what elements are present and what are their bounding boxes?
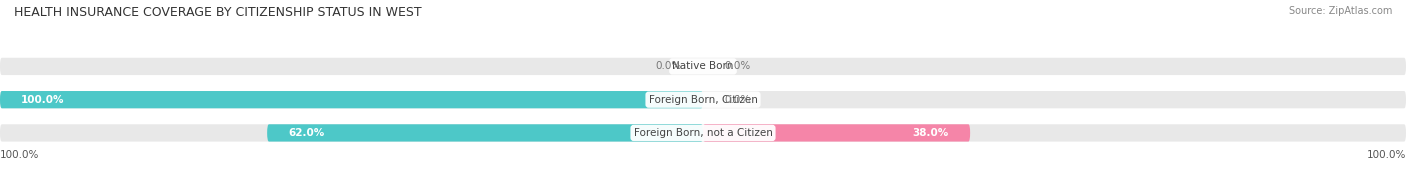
- FancyBboxPatch shape: [0, 91, 1406, 108]
- Text: 100.0%: 100.0%: [1367, 150, 1406, 160]
- Text: Native Born: Native Born: [672, 61, 734, 71]
- FancyBboxPatch shape: [267, 124, 703, 142]
- FancyBboxPatch shape: [0, 124, 1406, 142]
- FancyBboxPatch shape: [0, 91, 703, 108]
- Text: HEALTH INSURANCE COVERAGE BY CITIZENSHIP STATUS IN WEST: HEALTH INSURANCE COVERAGE BY CITIZENSHIP…: [14, 6, 422, 19]
- Text: 100.0%: 100.0%: [0, 150, 39, 160]
- Text: Source: ZipAtlas.com: Source: ZipAtlas.com: [1288, 6, 1392, 16]
- Text: 38.0%: 38.0%: [912, 128, 949, 138]
- FancyBboxPatch shape: [0, 58, 1406, 75]
- Text: Foreign Born, not a Citizen: Foreign Born, not a Citizen: [634, 128, 772, 138]
- Text: 62.0%: 62.0%: [288, 128, 325, 138]
- Text: Foreign Born, Citizen: Foreign Born, Citizen: [648, 95, 758, 105]
- Text: 0.0%: 0.0%: [655, 61, 682, 71]
- Text: 0.0%: 0.0%: [724, 95, 751, 105]
- FancyBboxPatch shape: [703, 124, 970, 142]
- Text: 0.0%: 0.0%: [724, 61, 751, 71]
- Text: 100.0%: 100.0%: [21, 95, 65, 105]
